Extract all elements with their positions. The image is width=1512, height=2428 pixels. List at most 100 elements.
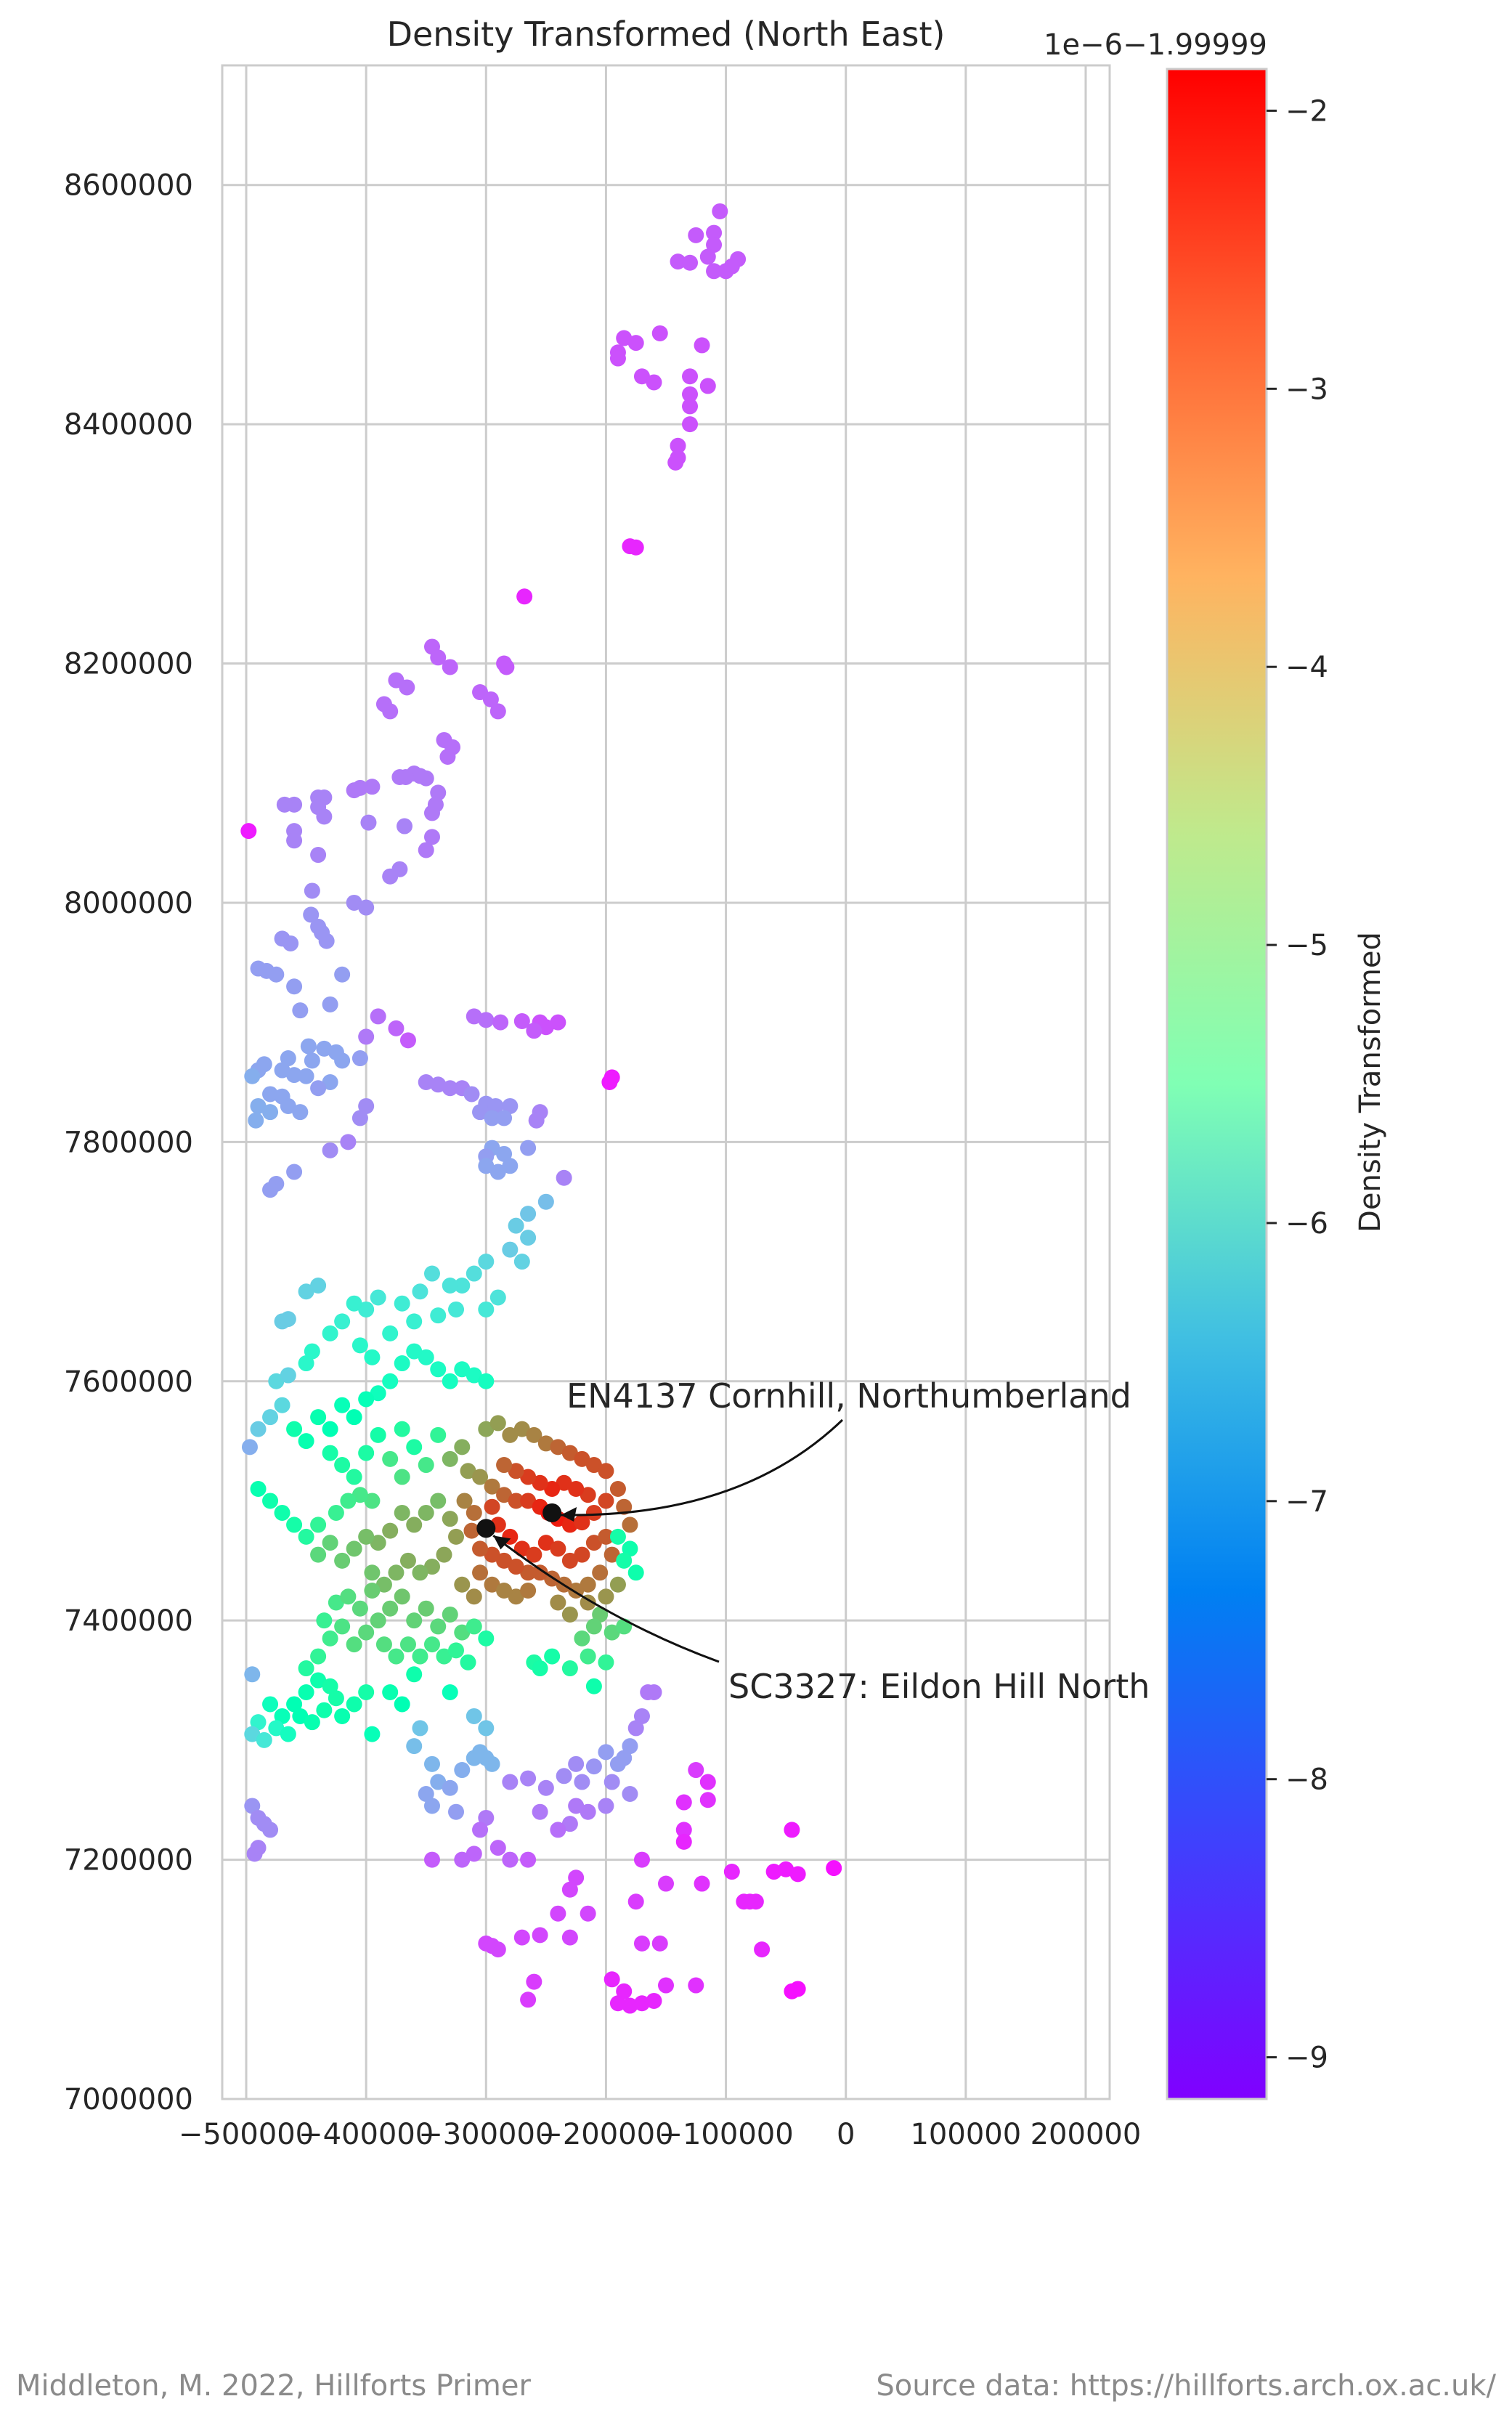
data-point — [358, 1301, 375, 1317]
data-point — [286, 1517, 303, 1533]
data-point — [364, 1726, 381, 1742]
data-point — [388, 1564, 405, 1581]
data-point — [418, 1600, 434, 1617]
data-point — [346, 1295, 362, 1312]
data-point — [346, 1696, 362, 1713]
data-point — [466, 1708, 482, 1724]
data-point — [508, 1217, 524, 1234]
data-point — [322, 996, 338, 1012]
annotation-label-cornhill: EN4137 Cornhill, Northumberland — [566, 1376, 1131, 1416]
data-point — [246, 1846, 263, 1862]
data-point — [280, 1726, 296, 1742]
data-point — [556, 1474, 572, 1491]
data-point — [412, 768, 428, 784]
data-point — [412, 1564, 428, 1581]
scatter-points — [240, 203, 842, 2014]
data-point — [334, 1313, 351, 1330]
data-point — [406, 1343, 423, 1360]
data-point — [399, 1032, 416, 1049]
data-point — [502, 1426, 519, 1443]
annotation-arrowhead — [561, 1506, 577, 1522]
data-point — [418, 1457, 434, 1474]
data-point — [286, 1067, 303, 1084]
data-point — [346, 894, 362, 911]
data-point — [622, 1517, 638, 1533]
data-point — [484, 1546, 500, 1563]
annotations: EN4137 Cornhill, Northumberland SC3327: E… — [476, 1376, 1150, 1706]
data-point — [765, 1864, 782, 1880]
data-point — [616, 1498, 633, 1515]
data-point — [622, 1997, 638, 2014]
data-point — [508, 1559, 524, 1575]
data-point — [609, 1755, 626, 1772]
data-point — [826, 1860, 842, 1877]
data-point — [616, 330, 633, 346]
data-point — [585, 1678, 602, 1694]
x-tick-label: 0 — [837, 2118, 855, 2151]
data-point — [241, 1439, 258, 1455]
data-point — [699, 1774, 716, 1790]
data-point — [609, 1576, 626, 1593]
data-point — [568, 1755, 585, 1772]
data-point — [454, 1851, 471, 1868]
data-point — [484, 1576, 500, 1593]
data-point — [394, 1295, 410, 1312]
data-point — [460, 1463, 476, 1479]
data-point — [394, 1469, 410, 1485]
data-point — [609, 1995, 626, 2012]
data-point — [520, 1564, 537, 1581]
data-point — [454, 1439, 471, 1455]
annotation-label-eildon: SC3327: Eildon Hill North — [728, 1667, 1150, 1706]
data-point — [328, 1690, 344, 1707]
data-point — [364, 779, 381, 795]
data-point — [418, 1349, 434, 1365]
data-point — [351, 1487, 368, 1503]
data-point — [244, 1666, 261, 1683]
y-tick-label: 7600000 — [64, 1365, 193, 1399]
data-point — [682, 254, 699, 271]
data-point — [298, 1433, 314, 1450]
data-point — [442, 1684, 458, 1700]
data-point — [598, 1493, 614, 1509]
data-point — [747, 1893, 764, 1910]
data-point — [262, 1409, 279, 1426]
data-point — [675, 1822, 692, 1838]
data-point — [496, 1552, 513, 1569]
data-point — [646, 1684, 662, 1700]
x-axis-ticks: −500000−400000−300000−200000−100000 0 1000… — [179, 2118, 1141, 2151]
data-point — [418, 1504, 434, 1521]
data-point — [322, 1535, 338, 1551]
data-point — [310, 1278, 327, 1294]
colorbar-ticks: −9 −8 −7 −6 −5 −4 −3 −2 — [1267, 94, 1328, 2075]
data-point — [478, 1254, 495, 1270]
data-point — [454, 1576, 471, 1593]
colorbar-tick-label: −2 — [1285, 94, 1328, 128]
data-point — [280, 1311, 296, 1328]
data-point — [310, 847, 327, 864]
data-point — [706, 263, 723, 280]
data-point — [298, 1684, 314, 1700]
data-point — [489, 1415, 506, 1432]
data-point — [580, 1648, 596, 1665]
data-point — [526, 1023, 542, 1039]
data-point — [561, 1929, 578, 1946]
data-point — [412, 1648, 428, 1665]
chart-title: Density Transformed (North East) — [387, 15, 946, 54]
data-point — [585, 1457, 602, 1474]
data-point — [627, 1720, 644, 1737]
data-point — [651, 1935, 668, 1952]
data-point — [694, 337, 710, 354]
data-point — [472, 1822, 489, 1838]
data-point — [502, 1158, 519, 1174]
data-point — [699, 248, 716, 265]
data-point — [423, 1636, 440, 1653]
x-tick-label: −400000 — [298, 2118, 434, 2151]
y-tick-label: 8600000 — [64, 169, 193, 203]
data-point — [370, 1426, 386, 1443]
data-point — [463, 1086, 480, 1103]
data-point — [550, 1594, 566, 1611]
data-point — [448, 1642, 465, 1659]
data-point — [423, 829, 440, 845]
data-point — [550, 1540, 566, 1557]
data-point — [370, 1612, 386, 1629]
